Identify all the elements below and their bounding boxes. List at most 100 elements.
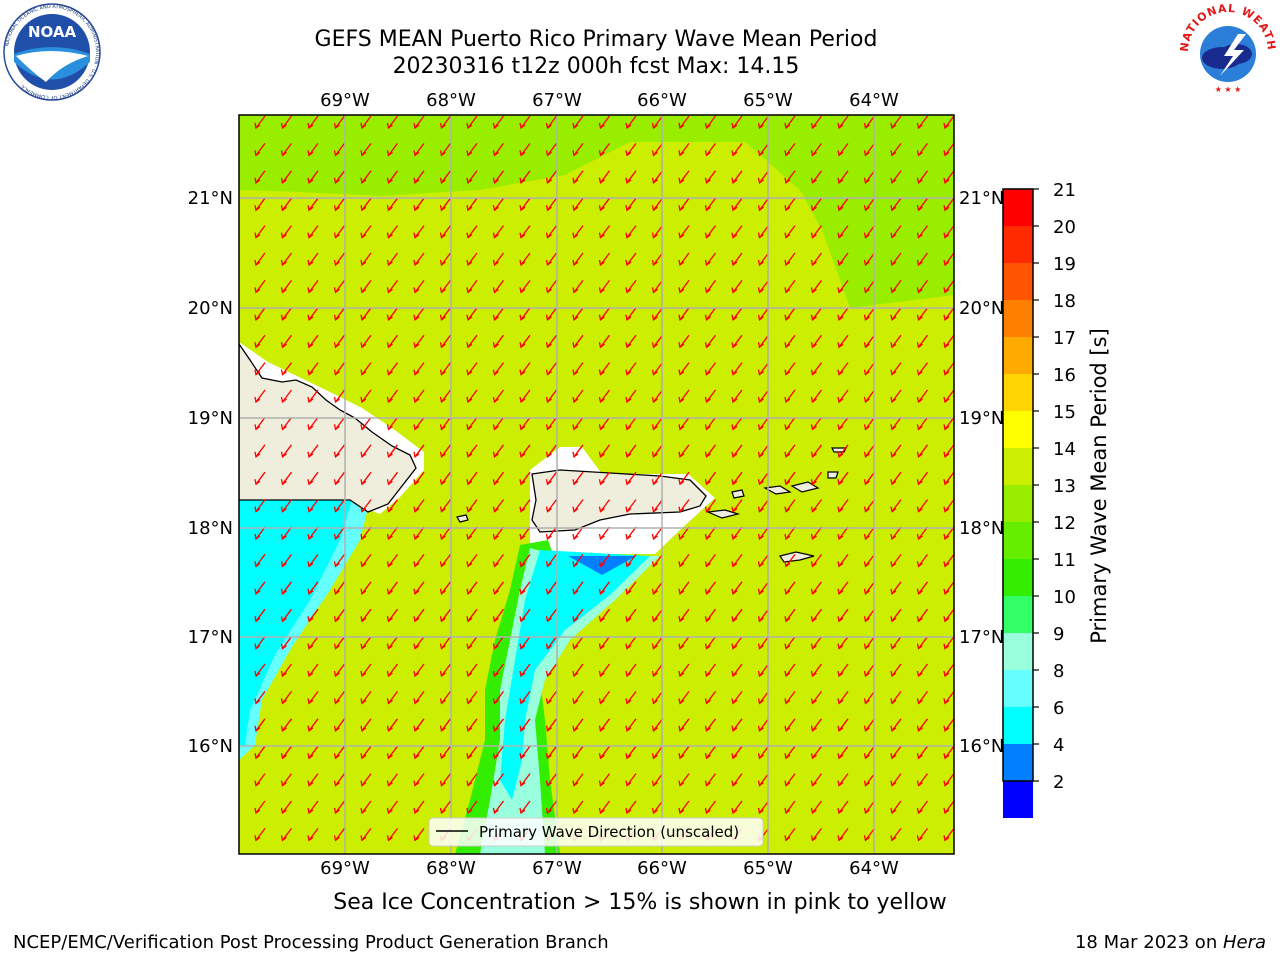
wave-arrow	[254, 581, 266, 595]
wave-arrow	[413, 389, 425, 404]
wave-arrow	[837, 499, 849, 513]
wave-arrow	[837, 800, 849, 815]
wave-arrow	[598, 581, 611, 595]
wave-arrow	[784, 745, 796, 760]
wave-arrow	[466, 608, 478, 623]
wave-arrow	[651, 307, 664, 321]
wave-arrow	[492, 718, 505, 732]
wave-arrow	[810, 745, 823, 760]
wave-arrow	[492, 663, 505, 678]
wave-arrow	[572, 745, 584, 760]
colorbar-segment	[1003, 633, 1033, 670]
wave-arrow	[651, 800, 664, 815]
wave-arrow	[439, 499, 452, 513]
wave-arrow	[943, 197, 954, 212]
wave-arrow	[413, 170, 425, 184]
wave-arrow	[519, 417, 531, 431]
wave-arrow	[333, 170, 346, 184]
colorbar-tick: 8	[1053, 661, 1064, 682]
wave-arrow	[413, 471, 425, 486]
wave-arrow	[439, 444, 452, 458]
wave-arrow	[519, 389, 531, 404]
wave-arrow	[333, 526, 346, 541]
wave-arrow	[863, 334, 876, 349]
wave-arrow	[704, 389, 717, 404]
wave-arrow	[757, 499, 770, 513]
wave-arrow	[598, 526, 611, 541]
wave-arrow	[307, 608, 319, 623]
wave-arrow	[810, 280, 823, 294]
wave-arrow	[360, 170, 372, 184]
lat-label-left: 16°N	[188, 736, 233, 757]
wave-arrow	[810, 581, 823, 595]
wave-arrow	[598, 197, 611, 212]
wave-arrow	[837, 554, 849, 568]
wave-arrow	[810, 636, 823, 650]
wave-arrow	[545, 663, 558, 678]
wave-arrow	[890, 334, 902, 349]
wave-arrow	[280, 143, 293, 157]
wave-arrow	[598, 225, 611, 239]
wave-arrow	[625, 307, 637, 321]
wave-arrow	[466, 280, 478, 294]
wave-arrow	[572, 170, 584, 184]
lon-label-bottom: 68°W	[426, 858, 476, 879]
wave-arrow	[492, 197, 505, 212]
wave-arrow	[863, 718, 876, 732]
wave-arrow	[704, 115, 717, 130]
wave-arrow	[916, 773, 929, 787]
wave-arrow	[360, 800, 372, 815]
wave-arrow	[307, 773, 319, 787]
wave-arrow	[943, 608, 954, 623]
wave-arrow	[651, 170, 664, 184]
wave-arrow	[890, 800, 902, 815]
legend-label: Primary Wave Direction (unscaled)	[479, 823, 739, 841]
wave-arrow	[943, 745, 954, 760]
wave-arrow	[943, 280, 954, 294]
wave-arrow	[863, 691, 876, 705]
wave-arrow	[545, 280, 558, 294]
wave-arrow	[466, 389, 478, 404]
wave-arrow	[863, 745, 876, 760]
wave-arrow	[333, 115, 346, 130]
wave-arrow	[280, 170, 293, 184]
wave-arrow	[625, 554, 637, 568]
wave-arrow	[386, 307, 399, 321]
colorbar-segment	[1003, 374, 1033, 411]
wave-arrow	[784, 389, 796, 404]
wave-arrow	[360, 718, 372, 732]
lat-label-right: 18°N	[959, 518, 1004, 539]
wave-arrow	[916, 444, 929, 458]
wave-arrow	[466, 471, 478, 486]
wave-arrow	[704, 800, 717, 815]
wave-arrow	[254, 252, 266, 267]
wave-arrow	[651, 334, 664, 349]
wave-arrow	[625, 417, 637, 431]
wave-arrow	[492, 362, 505, 376]
wave-arrow	[757, 334, 770, 349]
wave-arrow	[413, 526, 425, 541]
wave-arrow	[307, 143, 319, 157]
wave-arrow	[810, 471, 823, 486]
wave-arrow	[704, 581, 717, 595]
wave-arrow	[890, 691, 902, 705]
wave-arrow	[413, 362, 425, 376]
wave-arrow	[863, 417, 876, 431]
wave-arrow	[439, 252, 452, 267]
wave-arrow	[678, 471, 690, 486]
wave-arrow	[307, 280, 319, 294]
wave-arrow	[519, 444, 531, 458]
colorbar-segment	[1003, 559, 1033, 596]
wave-arrow	[280, 252, 293, 267]
wave-arrow	[466, 718, 478, 732]
wave-arrow	[810, 170, 823, 184]
wave-arrow	[572, 691, 584, 705]
wave-arrow	[651, 745, 664, 760]
wave-arrow	[466, 362, 478, 376]
lat-label-left: 21°N	[188, 188, 233, 209]
wave-arrow	[731, 691, 743, 705]
wave-arrow	[890, 362, 902, 376]
wave-arrow	[360, 608, 372, 623]
wave-arrow	[916, 389, 929, 404]
lon-labels-bottom: 69°W 68°W 67°W 66°W 65°W 64°W	[320, 858, 899, 879]
